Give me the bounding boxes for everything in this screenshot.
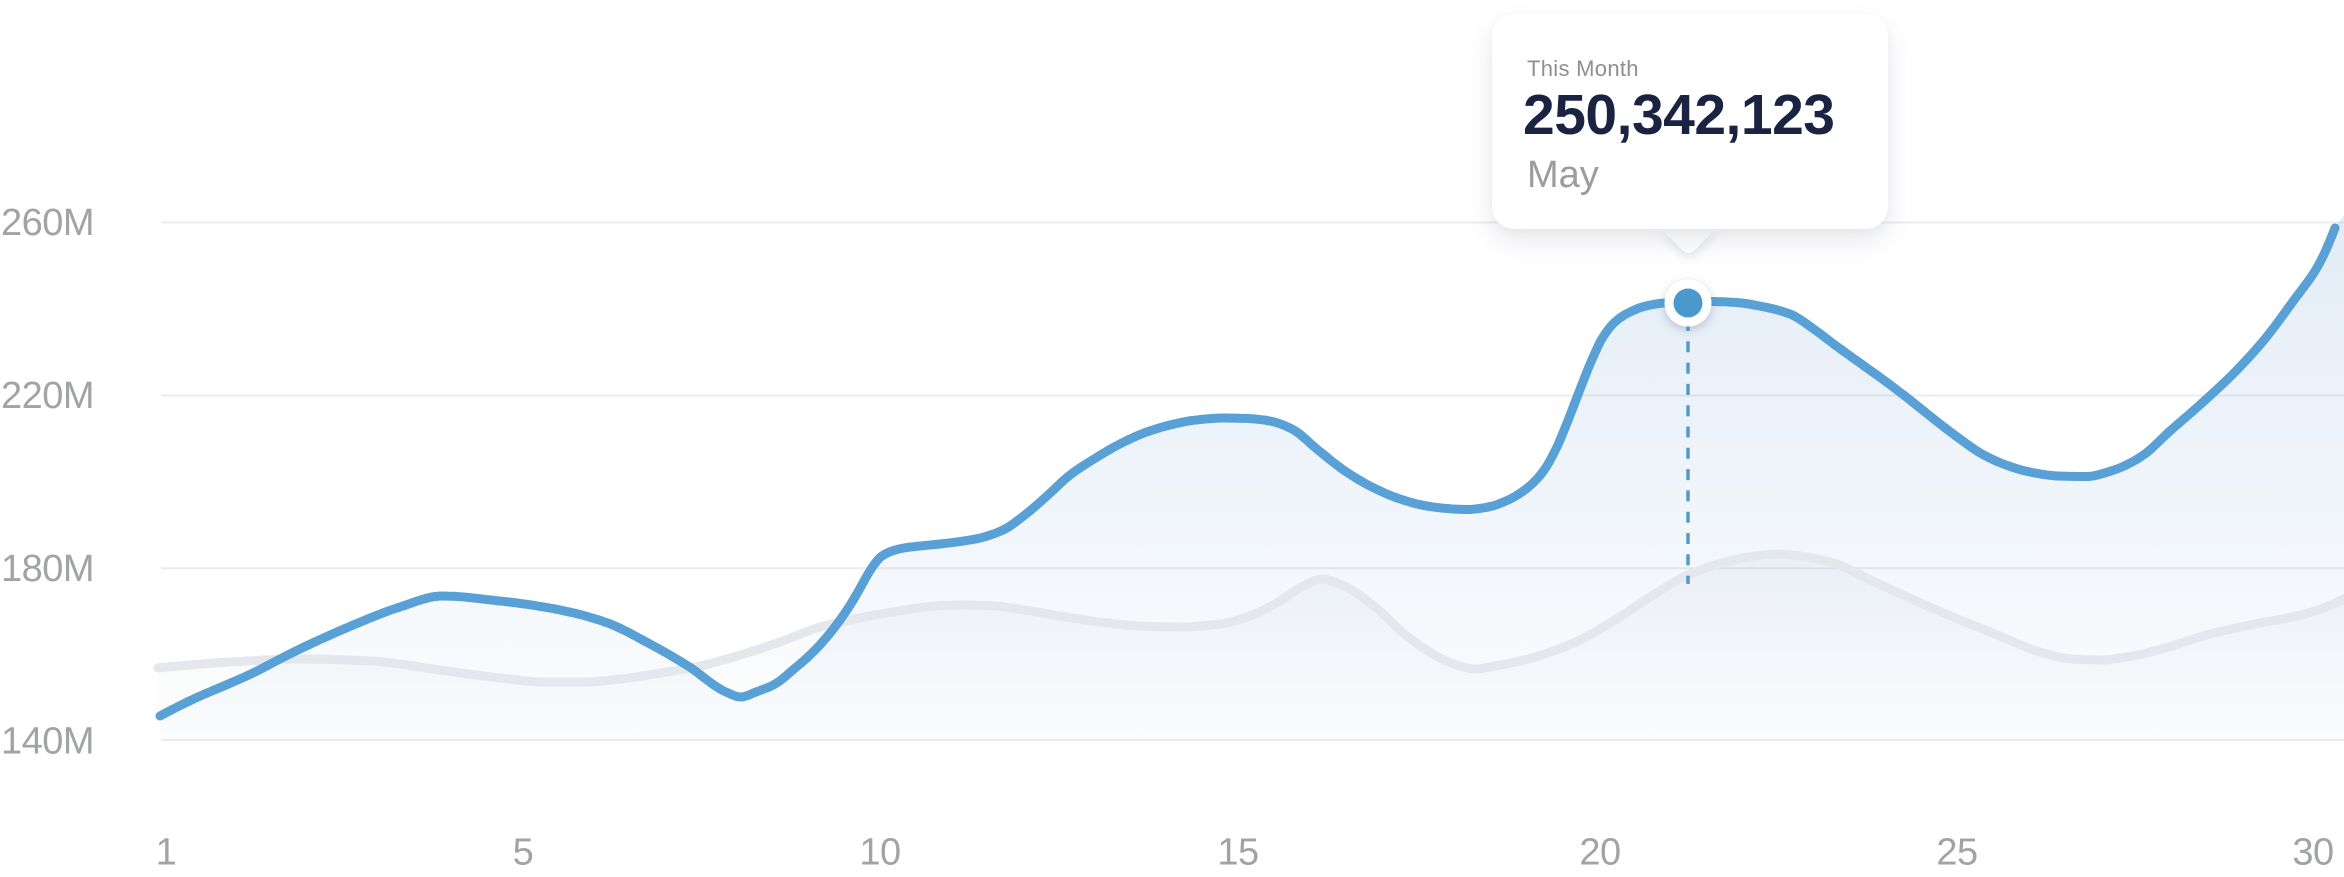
svg-text:30: 30: [2292, 832, 2333, 874]
svg-text:15: 15: [1217, 832, 1258, 874]
svg-text:140M: 140M: [1, 721, 94, 763]
svg-text:25: 25: [1936, 832, 1977, 874]
svg-text:5: 5: [513, 832, 534, 874]
svg-text:260M: 260M: [1, 202, 94, 244]
svg-text:180M: 180M: [1, 548, 94, 590]
svg-text:10: 10: [859, 832, 900, 874]
svg-text:20: 20: [1579, 832, 1620, 874]
svg-text:1: 1: [156, 832, 177, 874]
svg-text:220M: 220M: [1, 375, 94, 417]
